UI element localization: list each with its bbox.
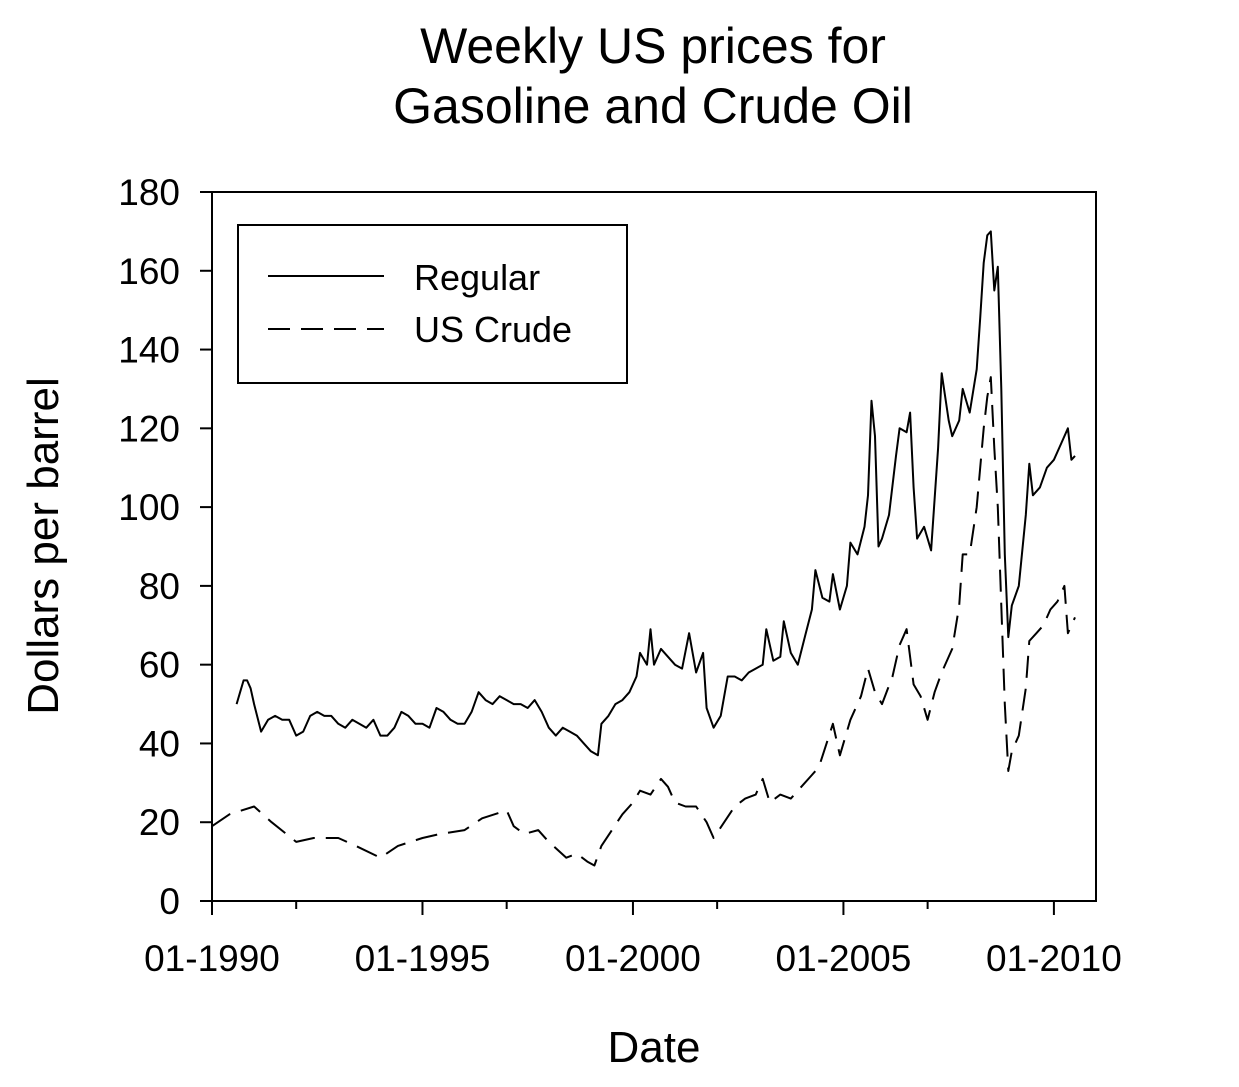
y-tick-label: 100 <box>118 487 180 528</box>
x-axis-title: Date <box>608 1023 701 1072</box>
y-tick-label: 160 <box>118 251 180 292</box>
chart-title: Weekly US prices for Gasoline and Crude … <box>393 18 913 134</box>
legend-label-us-crude: US Crude <box>414 309 572 350</box>
legend-label-regular: Regular <box>414 257 540 298</box>
y-tick-label: 20 <box>139 802 180 843</box>
y-tick-label: 0 <box>159 881 180 922</box>
y-tick-label: 80 <box>139 566 180 607</box>
y-axis: 0 20 40 60 80 100 120 140 160 180 <box>118 172 212 922</box>
y-tick-label: 120 <box>118 408 180 449</box>
y-tick-label: 140 <box>118 330 180 371</box>
y-tick-label: 180 <box>118 172 180 213</box>
x-axis: 01-1990 01-1995 01-2000 01-2005 01-2010 <box>144 901 1122 979</box>
plot-frame <box>211 191 1097 902</box>
legend-box <box>237 224 628 384</box>
x-tick-label: 01-2000 <box>565 938 701 979</box>
x-tick-label: 01-2010 <box>986 938 1122 979</box>
y-tick-label: 60 <box>139 645 180 686</box>
y-tick-label: 40 <box>139 723 180 764</box>
x-tick-label: 01-1995 <box>355 938 491 979</box>
series-line-us-crude <box>211 376 1076 867</box>
y-axis-title: Dollars per barrel <box>19 377 68 714</box>
x-tick-label: 01-1990 <box>144 938 280 979</box>
series-lines <box>211 230 1076 867</box>
x-tick-label: 01-2005 <box>776 938 912 979</box>
legend: Regular US Crude <box>237 224 628 384</box>
series-line-regular <box>235 230 1076 757</box>
